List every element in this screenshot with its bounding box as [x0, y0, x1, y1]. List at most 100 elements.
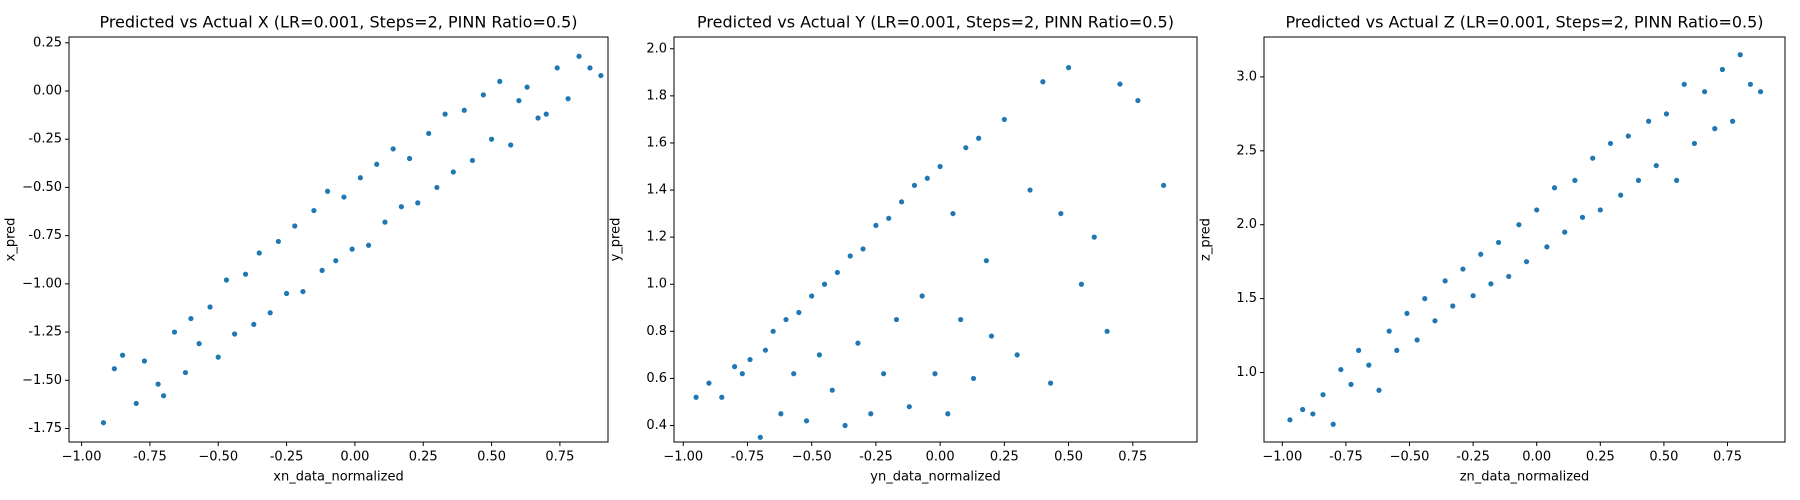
- point: [1001, 116, 1007, 123]
- point: [834, 269, 840, 276]
- point: [1014, 352, 1020, 358]
- point: [535, 115, 541, 121]
- point: [1635, 177, 1642, 183]
- y-tick-label: -0.25: [28, 132, 62, 147]
- point: [886, 215, 892, 221]
- point: [196, 341, 202, 347]
- point: [924, 175, 930, 181]
- point: [919, 293, 925, 299]
- point: [223, 277, 230, 283]
- point: [1646, 118, 1652, 124]
- point: [390, 146, 396, 152]
- point: [1091, 234, 1097, 240]
- point: [1027, 187, 1033, 193]
- x-tick-label: 0.50: [1054, 450, 1083, 465]
- point: [434, 184, 440, 191]
- point: [739, 371, 745, 377]
- point: [778, 411, 784, 417]
- point: [357, 175, 363, 181]
- axes-frame: [1263, 36, 1786, 443]
- point: [988, 333, 995, 339]
- y-tick-label: 2.5: [1236, 143, 1257, 158]
- point: [1404, 310, 1410, 317]
- x-tick-label: -0.25: [1456, 450, 1490, 465]
- point: [732, 364, 738, 370]
- x-tick-label: 0.25: [409, 450, 438, 465]
- x-tick-label: 0.75: [545, 450, 574, 465]
- point: [1488, 281, 1494, 287]
- point: [141, 358, 148, 364]
- y-tick-label: 1.2: [646, 230, 667, 245]
- point: [1625, 133, 1631, 139]
- point: [1065, 65, 1072, 71]
- x-tick-label: −1.00: [663, 450, 703, 465]
- point: [1551, 185, 1558, 191]
- point: [576, 53, 582, 59]
- point: [415, 200, 421, 206]
- point: [480, 92, 486, 98]
- point: [1047, 380, 1054, 386]
- point: [706, 380, 712, 386]
- x-tick-label: 0.75: [1713, 450, 1742, 465]
- y-tick-label: −1.00: [22, 276, 62, 291]
- point: [1135, 97, 1141, 104]
- y-tick-label: -1.75: [28, 421, 62, 436]
- point: [365, 242, 372, 248]
- point: [1058, 210, 1064, 217]
- point: [1414, 337, 1420, 343]
- point: [1386, 328, 1392, 334]
- x-tick-label: -0.75: [1329, 450, 1363, 465]
- point: [1523, 259, 1530, 265]
- point: [543, 111, 549, 117]
- point: [770, 328, 776, 334]
- point: [283, 290, 290, 297]
- point: [598, 72, 604, 79]
- point: [324, 188, 331, 194]
- x-tick-label: 0.00: [340, 450, 369, 465]
- point: [1460, 266, 1466, 272]
- point: [868, 411, 874, 417]
- point: [382, 219, 388, 225]
- point: [587, 65, 593, 71]
- point: [847, 253, 853, 259]
- point: [963, 145, 969, 151]
- point: [855, 340, 861, 346]
- y-tick-label: 0.00: [33, 84, 62, 99]
- point: [256, 250, 262, 256]
- chart-title: Predicted vs Actual Y (LR=0.001, Steps=2…: [697, 13, 1174, 32]
- x-tick-label: −0.50: [1390, 450, 1430, 465]
- y-tick-label: -0.75: [28, 228, 62, 243]
- chart-title: Predicted vs Actual X (LR=0.001, Steps=2…: [99, 13, 577, 32]
- point: [1712, 126, 1718, 132]
- point: [488, 136, 495, 142]
- point: [932, 371, 938, 377]
- point: [1470, 293, 1476, 299]
- point: [1597, 207, 1603, 213]
- x-tick-label: -0.25: [270, 450, 304, 465]
- point: [300, 288, 306, 295]
- point: [958, 316, 964, 323]
- y-tick-label: 1.8: [646, 88, 667, 103]
- point: [1348, 381, 1354, 387]
- x-tick-label: −0.50: [792, 450, 832, 465]
- point: [1394, 347, 1400, 353]
- point: [100, 420, 107, 426]
- point: [311, 207, 317, 214]
- y-tick-label: −1.50: [22, 373, 62, 388]
- point: [1653, 162, 1659, 169]
- point: [719, 394, 725, 400]
- chart-title: Predicted vs Actual Z (LR=0.001, Steps=2…: [1285, 13, 1763, 32]
- point: [783, 316, 789, 323]
- point: [497, 78, 503, 84]
- point: [1590, 155, 1596, 161]
- point: [1663, 111, 1670, 117]
- point: [821, 281, 828, 287]
- point: [1579, 214, 1586, 220]
- point: [349, 246, 355, 252]
- y-axis-label: z_pred: [1199, 218, 1214, 261]
- y-tick-label: 0.6: [646, 371, 667, 386]
- point: [842, 422, 848, 429]
- point: [524, 84, 530, 90]
- point: [442, 111, 448, 117]
